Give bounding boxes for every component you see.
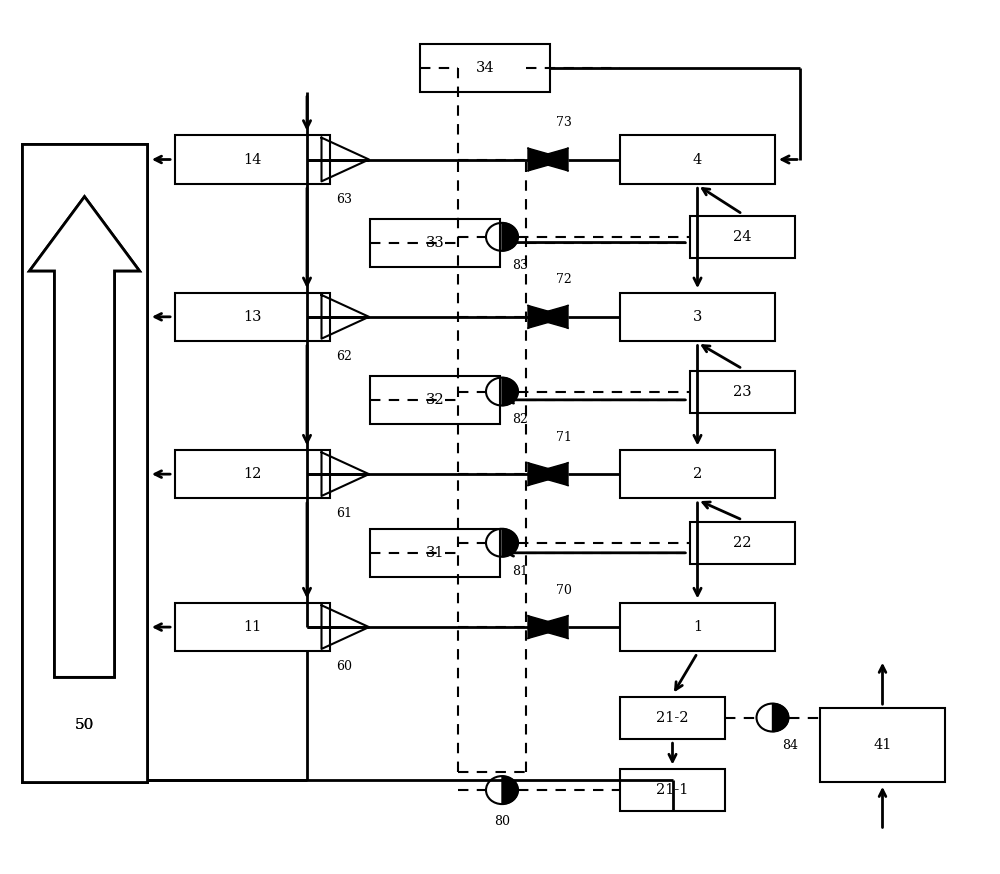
Bar	[620, 135, 775, 184]
Polygon shape	[528, 463, 568, 486]
Text: 14: 14	[243, 152, 262, 167]
Text: 2: 2	[693, 467, 702, 482]
Bar	[22, 144, 147, 782]
Text: 23: 23	[733, 385, 752, 399]
Text: 80: 80	[494, 815, 510, 828]
Bar	[420, 44, 550, 92]
Bar	[620, 450, 775, 498]
Text: 31: 31	[426, 545, 444, 560]
Polygon shape	[29, 197, 139, 677]
Bar	[22, 144, 147, 782]
Text: 60: 60	[336, 661, 352, 673]
Bar	[620, 769, 725, 811]
Bar	[175, 450, 330, 498]
Polygon shape	[528, 306, 568, 329]
Text: 84: 84	[782, 739, 798, 753]
Bar	[370, 376, 500, 424]
Polygon shape	[502, 378, 518, 406]
Text: 72: 72	[556, 274, 572, 287]
Polygon shape	[528, 463, 568, 486]
Bar	[620, 697, 725, 739]
Text: 81: 81	[512, 565, 528, 578]
Text: 32: 32	[426, 392, 444, 407]
Text: 34: 34	[476, 60, 494, 75]
Polygon shape	[502, 529, 518, 557]
Text: 33: 33	[426, 235, 444, 250]
Text: 50: 50	[75, 718, 94, 732]
Text: 22: 22	[733, 536, 752, 550]
Text: 12: 12	[243, 467, 262, 482]
Polygon shape	[29, 197, 139, 677]
Polygon shape	[528, 148, 568, 171]
Bar	[690, 371, 795, 413]
Text: 71: 71	[556, 431, 572, 443]
Bar	[175, 293, 330, 341]
Bar	[370, 218, 500, 267]
Text: 4: 4	[693, 152, 702, 167]
Text: 63: 63	[336, 193, 352, 205]
Text: 83: 83	[512, 259, 528, 272]
Bar	[690, 216, 795, 258]
Text: 3: 3	[693, 309, 702, 324]
Text: 73: 73	[556, 116, 572, 128]
Text: 82: 82	[512, 413, 528, 427]
Bar	[175, 603, 330, 651]
Polygon shape	[528, 148, 568, 171]
Polygon shape	[772, 704, 788, 732]
Text: 21-2: 21-2	[656, 711, 689, 725]
Text: 50: 50	[75, 718, 94, 732]
Bar	[370, 529, 500, 577]
Text: 24: 24	[733, 230, 752, 244]
Bar	[175, 135, 330, 184]
Polygon shape	[528, 615, 568, 638]
Polygon shape	[528, 615, 568, 638]
Text: 1: 1	[693, 620, 702, 635]
Text: 41: 41	[873, 738, 892, 753]
Bar	[620, 603, 775, 651]
Bar	[820, 708, 945, 782]
Text: 11: 11	[243, 620, 262, 635]
Text: 70: 70	[556, 584, 572, 596]
Polygon shape	[502, 223, 518, 251]
Bar	[690, 522, 795, 564]
Text: 62: 62	[336, 350, 352, 363]
Text: 21-1: 21-1	[656, 783, 689, 797]
Text: 61: 61	[336, 507, 352, 520]
Text: 13: 13	[243, 309, 262, 324]
Polygon shape	[502, 776, 518, 804]
Bar	[620, 293, 775, 341]
Polygon shape	[528, 306, 568, 329]
